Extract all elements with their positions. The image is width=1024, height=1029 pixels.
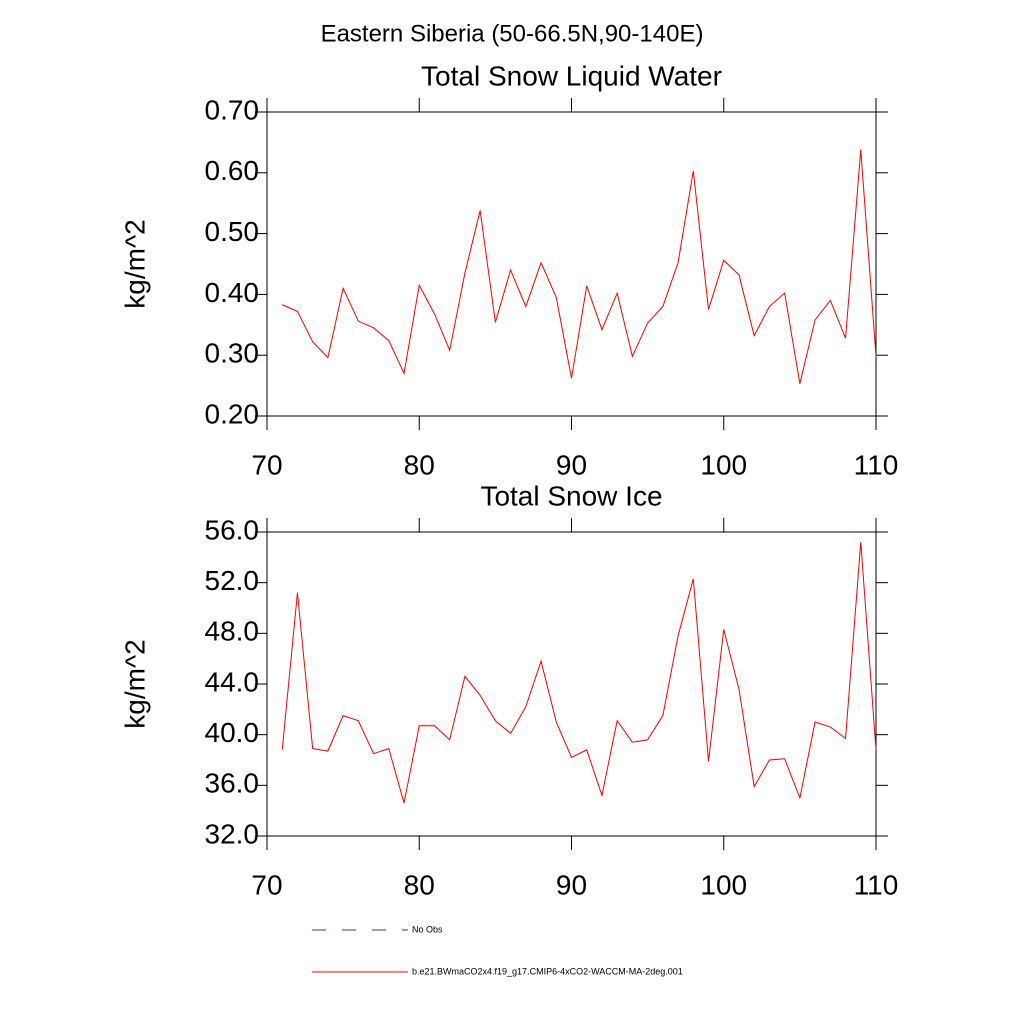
y-tick-label: 36.0 xyxy=(205,768,260,799)
y-tick-label: 56.0 xyxy=(205,514,260,545)
y-tick-label: 0.20 xyxy=(205,398,260,429)
x-tick-label: 70 xyxy=(251,449,282,480)
legend-label: b.e21.BWmaCO2x4.f19_g17.CMIP6-4xCO2-WACC… xyxy=(412,966,683,976)
x-tick-label: 110 xyxy=(854,869,899,900)
y-tick-label: 0.40 xyxy=(205,277,260,308)
x-tick-label: 80 xyxy=(404,869,435,900)
x-tick-label: 100 xyxy=(700,869,747,900)
plot-frame xyxy=(266,111,877,417)
y-tick-label: 52.0 xyxy=(205,565,260,596)
y-axis-label: kg/m^2 xyxy=(119,639,150,728)
data-line xyxy=(281,542,877,804)
y-axis-label: kg/m^2 xyxy=(119,219,150,308)
data-line xyxy=(282,149,877,384)
x-tick-label: 80 xyxy=(404,449,435,480)
x-tick-label: 70 xyxy=(251,869,282,900)
x-tick-label: 90 xyxy=(556,449,587,480)
y-tick-label: 44.0 xyxy=(205,666,260,697)
x-tick-label: 110 xyxy=(854,449,899,480)
figure-title: Eastern Siberia (50-66.5N,90-140E) xyxy=(321,20,704,47)
y-tick-label: 32.0 xyxy=(205,818,260,849)
x-tick-label: 100 xyxy=(700,449,747,480)
plot-frame xyxy=(266,531,877,837)
chart-title: Total Snow Liquid Water xyxy=(421,60,722,91)
y-tick-label: 48.0 xyxy=(205,616,260,647)
y-tick-label: 0.30 xyxy=(205,338,260,369)
legend-label: No Obs xyxy=(412,924,443,934)
y-tick-label: 0.60 xyxy=(205,155,260,186)
y-tick-label: 0.50 xyxy=(205,216,260,247)
chart-title: Total Snow Ice xyxy=(480,480,662,511)
y-tick-label: 40.0 xyxy=(205,717,260,748)
y-tick-label: 0.70 xyxy=(205,94,260,125)
x-tick-label: 90 xyxy=(556,869,587,900)
